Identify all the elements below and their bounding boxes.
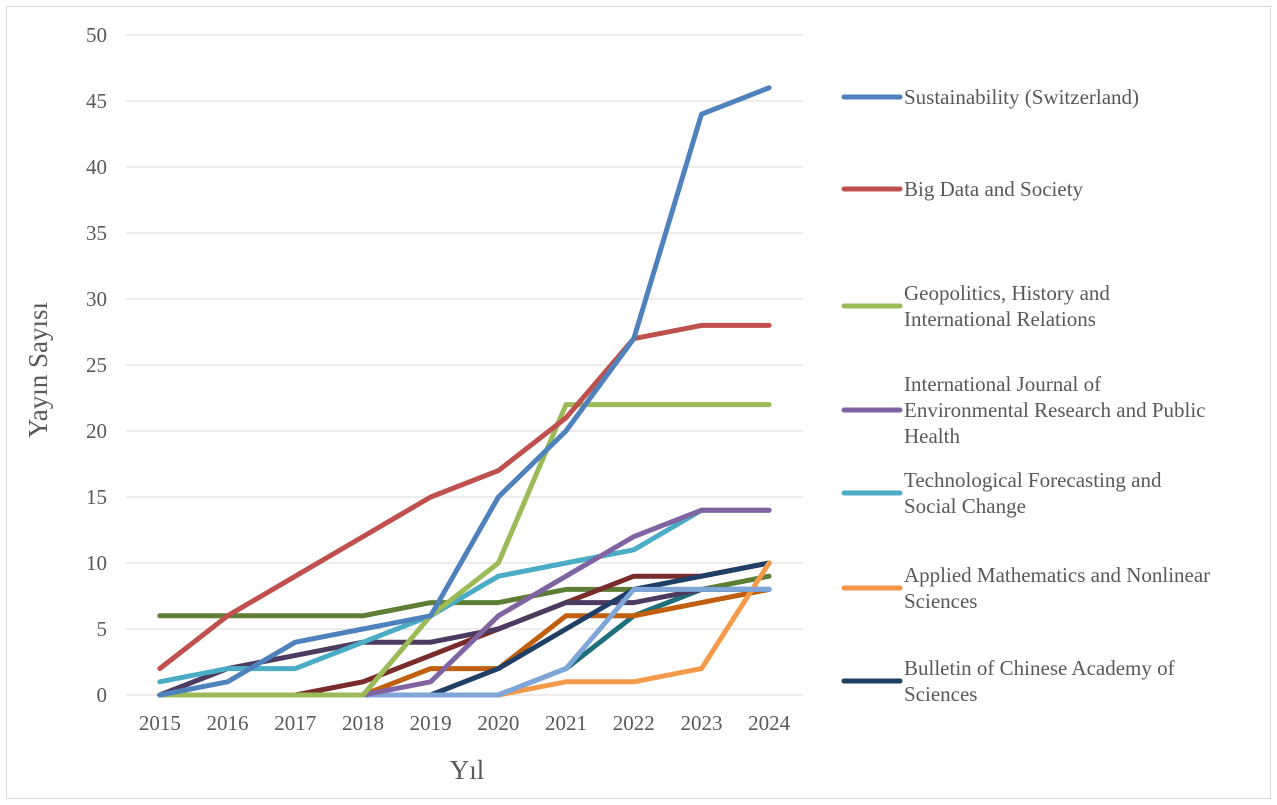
x-tick-label: 2022 xyxy=(613,711,655,735)
legend-entry: Applied Mathematics and NonlinearScience… xyxy=(841,563,1210,613)
x-tick-labels: 2015 2016 2017 2018 2019 2020 2021 2022 2023 2024 xyxy=(139,711,791,735)
y-tick-label: 0 xyxy=(97,683,108,707)
y-tick-label: 5 xyxy=(97,617,108,641)
y-tick-label: 45 xyxy=(86,89,107,113)
y-tick-label: 30 xyxy=(86,287,107,311)
y-tick-label: 10 xyxy=(86,551,107,575)
x-tick-label: 2023 xyxy=(680,711,722,735)
legend-label: Geopolitics, History and xyxy=(904,281,1110,305)
x-tick-label: 2018 xyxy=(342,711,384,735)
y-tick-label: 15 xyxy=(86,485,107,509)
legend-label: Big Data and Society xyxy=(904,177,1084,201)
legend-entry: Big Data and Society xyxy=(841,177,1084,201)
x-tick-label: 2017 xyxy=(274,711,316,735)
legend-label: Sustainability (Switzerland) xyxy=(904,85,1139,109)
legend-label: Bulletin of Chinese Academy of xyxy=(904,656,1175,680)
legend-label: Social Change xyxy=(904,494,1026,518)
x-tick-label: 2019 xyxy=(410,711,452,735)
x-tick-label: 2016 xyxy=(207,711,249,735)
series-lines xyxy=(157,85,772,698)
legend-label: Health xyxy=(904,424,960,448)
y-tick-label: 20 xyxy=(86,419,107,443)
legend-entry: Sustainability (Switzerland) xyxy=(841,85,1139,109)
y-tick-label: 35 xyxy=(86,221,107,245)
legend-label: Applied Mathematics and Nonlinear xyxy=(904,563,1210,587)
y-tick-label: 50 xyxy=(86,23,107,47)
legend-label: Sciences xyxy=(904,589,977,613)
y-tick-label: 40 xyxy=(86,155,107,179)
series-line-12 xyxy=(157,322,772,672)
y-tick-label: 25 xyxy=(86,353,107,377)
legend-label: Technological Forecasting and xyxy=(904,468,1162,492)
x-tick-label: 2020 xyxy=(477,711,519,735)
legend-label: Sciences xyxy=(904,682,977,706)
x-axis-title: Yıl xyxy=(450,755,485,785)
series-line-11 xyxy=(157,402,772,698)
x-tick-label: 2021 xyxy=(545,711,587,735)
gridlines xyxy=(126,34,803,696)
legend-label: International Journal of xyxy=(904,372,1101,396)
series-line-9 xyxy=(157,507,772,685)
chart-frame: 0 5 10 15 20 25 30 35 40 45 50 2015 2016 2017 2018 201… xyxy=(6,6,1271,799)
legend-label: Environmental Research and Public xyxy=(904,398,1206,422)
legend-label: International Relations xyxy=(904,307,1096,331)
x-tick-label: 2024 xyxy=(748,711,791,735)
y-tick-labels: 0 5 10 15 20 25 30 35 40 45 50 xyxy=(86,23,107,707)
series-line-13 xyxy=(157,85,772,698)
legend: Sustainability (Switzerland) Big Data and… xyxy=(841,85,1210,706)
y-axis-title: Yayın Sayısı xyxy=(23,302,53,438)
x-tick-label: 2015 xyxy=(139,711,181,735)
